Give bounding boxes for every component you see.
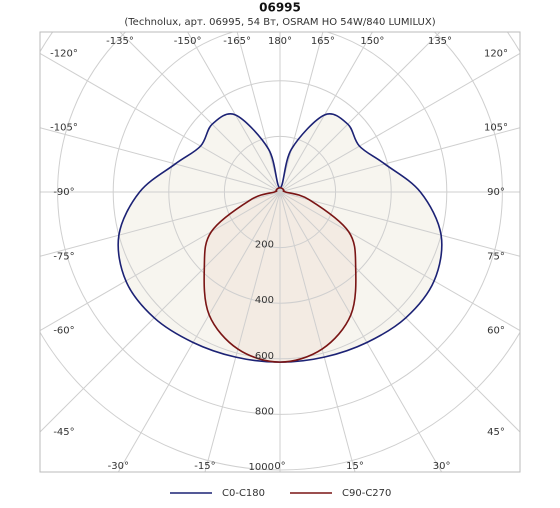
series-line — [203, 187, 357, 363]
angle-tick-label: -165° — [223, 36, 251, 47]
angle-tick-label: -135° — [106, 36, 134, 47]
grid-line — [279, 127, 520, 193]
grid-line — [119, 32, 281, 193]
grid-line — [40, 191, 281, 331]
grid-line — [279, 191, 443, 472]
grid-line — [236, 32, 281, 193]
grid-line — [279, 53, 520, 193]
angle-tick-label: -150° — [174, 36, 202, 47]
angle-tick-label: 90° — [487, 187, 505, 198]
angle-tick-label: -105° — [50, 123, 78, 134]
grid-line — [40, 191, 281, 433]
angle-tick-label: 75° — [487, 251, 505, 262]
angle-tick-label: -15° — [194, 461, 215, 472]
angle-tick-label: -90° — [53, 187, 74, 198]
grid-line — [40, 53, 281, 193]
grid-line — [279, 191, 520, 433]
legend-label: C90-C270 — [342, 488, 391, 499]
r-tick-label: 200 — [255, 240, 274, 251]
angle-tick-label: -120° — [50, 48, 78, 59]
legend-label: C0-C180 — [222, 488, 265, 499]
grid-line — [40, 127, 281, 193]
angle-tick-label: 15° — [346, 461, 364, 472]
angle-tick-label: 105° — [484, 123, 508, 134]
angle-tick-label: 30° — [433, 461, 451, 472]
r-tick-label: 1000 — [249, 462, 274, 473]
grid-line — [204, 191, 281, 472]
angle-tick-label: -30° — [108, 461, 129, 472]
plot-area — [40, 32, 520, 472]
angle-tick-label: 150° — [360, 36, 384, 47]
grid-line — [279, 32, 441, 193]
angle-tick-label: 45° — [487, 427, 505, 438]
angle-tick-label: -60° — [53, 326, 74, 337]
angle-tick-label: 60° — [487, 326, 505, 337]
grid-line — [279, 191, 356, 472]
angle-tick-label: 0° — [274, 461, 285, 472]
angle-tick-label: 135° — [428, 36, 452, 47]
angle-tick-label: 120° — [484, 48, 508, 59]
grid-line — [279, 191, 520, 257]
grid-line — [279, 32, 373, 193]
grid-line — [187, 32, 281, 193]
frame — [39, 31, 521, 473]
r-tick-label: 600 — [255, 351, 274, 362]
angle-tick-label: -75° — [53, 251, 74, 262]
angle-tick-label: 180° — [268, 36, 292, 47]
grid-line — [117, 191, 281, 472]
r-tick-label: 400 — [255, 295, 274, 306]
angle-tick-label: -45° — [53, 427, 74, 438]
chart-title: 06995 — [259, 1, 301, 15]
labels: -135° -150° -165° 180° 165° 150° 135° -120° 120°… — [50, 36, 508, 499]
grid-line — [279, 191, 520, 331]
grid-line — [279, 32, 324, 193]
grid-line — [40, 191, 281, 257]
angle-tick-label: 165° — [311, 36, 335, 47]
r-tick-label: 800 — [255, 406, 274, 417]
chart-subtitle: (Technolux, арт. 06995, 54 Вт, OSRAM HO … — [124, 17, 435, 28]
